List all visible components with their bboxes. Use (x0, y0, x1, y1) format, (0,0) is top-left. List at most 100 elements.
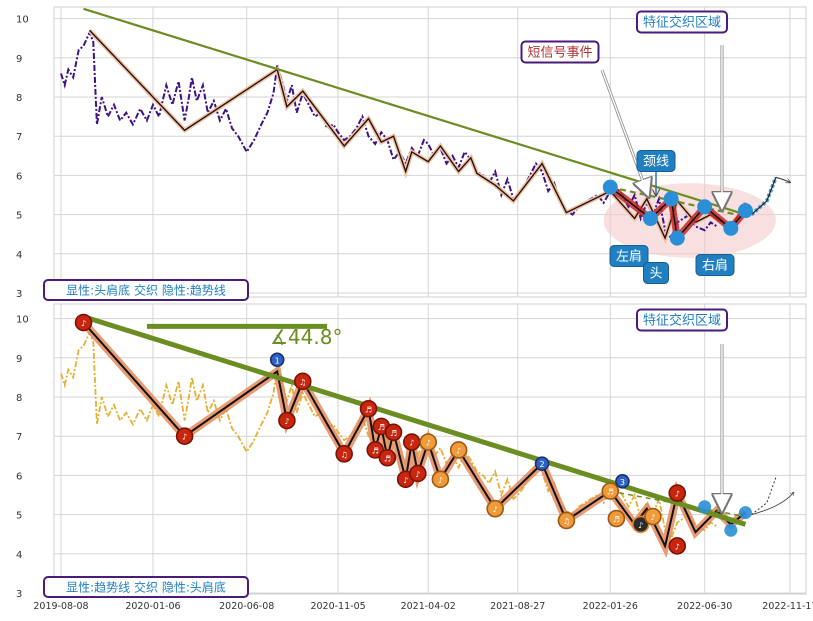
bottom-pattern-point (738, 506, 752, 520)
top-ytick-label: 4 (16, 250, 22, 261)
top-left-shoulder-label-text: 左肩 (616, 249, 642, 265)
top-right-shoulder-label-box (695, 254, 735, 276)
top-corner-label: 显性:头肩底 交织 隐性:趋势线 (43, 279, 249, 301)
bottom-marker: ♪ (409, 464, 427, 483)
top-ytick-label: 7 (16, 132, 22, 143)
bottom-marker: 1 (269, 352, 285, 368)
x-tick-label: 2021-04-02 (401, 601, 456, 612)
bottom-marker: ♬ (378, 448, 397, 467)
bottom-marker-glyph: ♪ (493, 505, 498, 514)
x-tick-label: 2020-11-05 (310, 601, 365, 612)
top-pattern-point (723, 220, 739, 236)
bottom-marker-circle (607, 509, 626, 528)
top-right-shoulder-label-text: 右肩 (702, 258, 728, 274)
bottom-marker: ♪ (278, 411, 296, 430)
bottom-marker-circle (668, 484, 687, 502)
bottom-marker-glyph: ♪ (415, 470, 420, 479)
bottom-marker-glyph: ♬ (372, 446, 379, 455)
x-tick-label: 2022-11-17 (762, 601, 813, 612)
top-ytick-label: 10 (16, 15, 29, 26)
bottom-marker: ♬ (366, 441, 385, 459)
top-neckline-label-box (636, 150, 676, 172)
bottom-marker-glyph: ♪ (182, 433, 187, 442)
bottom-neckline (610, 490, 746, 518)
bottom-panel: 3 4 5 6 7 8 9 10 ∡44.8° ♪ ♪ 1 ♪ ♫ ♫ ♬ ♬ ♬ ♬ ♬ ♪ ♪ ♪ ♪ ♪ ♪ ♪ 2 ♫ ♬ ♬ 3 ♪ ♪… (16, 303, 807, 600)
top-left-shoulder-label-box (609, 245, 649, 267)
bottom-marker: ♪ (631, 515, 650, 534)
bottom-ytick-label: 8 (16, 393, 22, 404)
bottom-extension-line (751, 477, 777, 515)
bottom-marker: ♪ (74, 313, 93, 332)
top-event-label-text: 短信号事件 (527, 46, 592, 61)
bottom-marker-circle (534, 456, 550, 471)
bottom-marker-glyph: ♪ (675, 542, 680, 551)
bottom-marker-glyph: ♪ (426, 439, 431, 448)
bottom-marker-circle (419, 433, 437, 451)
bottom-marker-glyph: ♪ (638, 521, 643, 530)
top-region-label-box (636, 10, 728, 34)
bottom-marker-glyph: 1 (275, 356, 280, 365)
bottom-marker-circle (175, 427, 194, 446)
top-region-label: 特征交织区域 (636, 10, 728, 34)
bottom-marker-glyph: ♫ (341, 450, 348, 459)
bottom-ytick-label: 7 (16, 432, 22, 443)
bottom-marker: ♬ (359, 399, 378, 418)
bottom-marker-circle (359, 399, 378, 418)
x-tick-label: 2022-06-30 (677, 601, 732, 612)
bottom-corner-label-box (43, 576, 249, 598)
bottom-ytick-label: 6 (16, 471, 22, 482)
bottom-ytick-label: 9 (16, 354, 22, 365)
bottom-marker-glyph: ♬ (390, 429, 397, 438)
bottom-marker-glyph: ♪ (284, 417, 289, 426)
bottom-marker-circle (615, 473, 630, 489)
bottom-marker-circle (366, 441, 385, 459)
bottom-angle-label: ∡44.8° (270, 325, 342, 349)
bottom-trendline (82, 314, 747, 527)
bottom-marker-glyph: ♬ (378, 423, 385, 432)
bottom-region-label-box (636, 308, 728, 332)
top-neckline-label-text: 颈线 (643, 155, 669, 170)
top-extension-arrow (775, 176, 790, 182)
bottom-marker: ♪ (668, 484, 687, 502)
bottom-ytick-label: 3 (16, 589, 22, 600)
bottom-corner-label: 显性:趋势线 交织 隐性:头肩底 (43, 576, 249, 598)
bottom-marker: ♪ (419, 433, 437, 451)
top-pattern-point (602, 179, 618, 195)
bottom-marker-glyph: ♬ (607, 488, 614, 497)
bottom-marker-glyph: ♬ (365, 405, 372, 414)
top-extension-line (751, 177, 777, 216)
bottom-marker-circle (631, 515, 650, 534)
top-head-label-box (643, 262, 669, 284)
bottom-marker-glyph: ♪ (81, 319, 86, 328)
bottom-marker-glyph: ♬ (384, 454, 391, 463)
top-region-label-text: 特征交织区域 (643, 15, 721, 31)
bottom-marker-circle (378, 448, 397, 467)
bottom-marker-circle (668, 537, 687, 555)
bottom-corner-label-text: 显性:趋势线 交织 隐性:头肩底 (66, 579, 226, 594)
bottom-ytick-label: 4 (16, 550, 22, 561)
top-corner-label-box (43, 279, 249, 301)
bottom-ytick-label: 10 (16, 315, 29, 326)
bottom-marker-circle (644, 507, 662, 526)
bottom-marker: ♬ (384, 423, 403, 442)
top-ytick-label: 5 (16, 211, 22, 222)
bottom-marker: ♪ (486, 499, 504, 518)
bottom-marker-glyph: ♫ (563, 517, 570, 526)
top-event-label: 短信号事件 (520, 40, 600, 64)
bottom-marker-circle (409, 464, 427, 483)
bottom-marker: ♬ (607, 509, 626, 528)
bottom-marker-glyph: ♪ (438, 476, 443, 485)
bottom-marker: ♪ (402, 433, 421, 451)
bottom-marker: ♪ (175, 427, 194, 446)
bottom-marker: ♪ (644, 507, 662, 526)
top-pattern-point (669, 230, 685, 246)
x-tick-label: 2019-08-08 (33, 601, 88, 612)
bottom-marker: 3 (615, 473, 630, 489)
bottom-region-label-text: 特征交织区域 (643, 313, 721, 329)
bottom-marker: ♫ (293, 372, 312, 391)
bottom-marker-glyph: ♪ (403, 476, 408, 485)
bottom-marker-circle (293, 372, 312, 391)
x-tick-label: 2021-08-27 (490, 601, 545, 612)
